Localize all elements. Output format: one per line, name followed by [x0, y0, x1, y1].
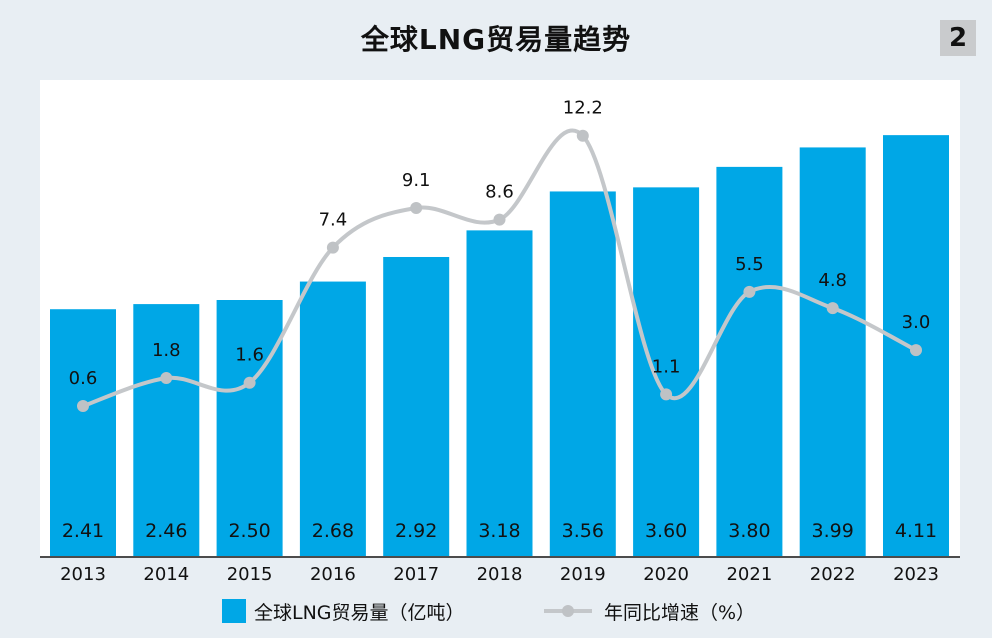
- growth-value-label-2022: 4.8: [818, 270, 847, 291]
- x-axis-tick-labels: 2013 2014 2015 2016 2017 2018 2019 2020 2021 2022…: [60, 564, 939, 585]
- bar-2015: [216, 300, 283, 556]
- legend-line-marker: [562, 605, 574, 617]
- growth-point-2019: [576, 129, 589, 142]
- x-tick-2021: 2021: [726, 564, 772, 585]
- bar-value-label-2013: 2.41: [62, 520, 104, 542]
- markers-layer: [77, 129, 922, 413]
- bar-value-label-2017: 2.92: [395, 520, 437, 542]
- growth-point-2014: [160, 372, 173, 385]
- growth-value-label-2021: 5.5: [735, 254, 764, 275]
- bar-2020: [633, 187, 700, 557]
- legend-bars-label: 全球LNG贸易量（亿吨）: [254, 601, 465, 624]
- growth-point-2023: [910, 344, 922, 357]
- line-labels-layer: 0.6 1.8 1.6 7.4 9.1 8.6 12.2 1.1 5.5 4.8 3.0: [69, 98, 931, 389]
- growth-value-label-2013: 0.6: [69, 368, 98, 389]
- growth-point-2021: [743, 285, 756, 298]
- growth-point-2015: [243, 376, 256, 389]
- legend: 全球LNG贸易量（亿吨） 年同比增速（%）: [0, 596, 992, 626]
- bar-value-label-2014: 2.46: [145, 520, 187, 542]
- bar-2014: [133, 304, 200, 556]
- bar-2019: [549, 191, 616, 556]
- growth-point-2022: [826, 302, 839, 315]
- growth-value-label-2017: 9.1: [402, 170, 431, 191]
- chart-title: 全球LNG贸易量趋势: [360, 23, 632, 56]
- bar-value-label-2019: 3.56: [562, 520, 604, 542]
- growth-point-2016: [326, 241, 339, 254]
- growth-value-label-2015: 1.6: [235, 345, 264, 366]
- bar-2017: [383, 256, 450, 556]
- growth-value-label-2023: 3.0: [902, 312, 931, 333]
- growth-value-label-2016: 7.4: [319, 210, 348, 231]
- x-tick-2018: 2018: [477, 564, 523, 585]
- growth-value-label-2018: 8.6: [485, 182, 514, 203]
- legend-item-growth-rate: 年同比增速（%）: [542, 596, 755, 626]
- bar-2021: [716, 166, 783, 556]
- bar-value-label-2023: 4.11: [895, 520, 937, 542]
- bar-value-label-2015: 2.50: [228, 520, 270, 542]
- bar-2016: [299, 281, 366, 556]
- legend-line-label: 年同比增速（%）: [604, 601, 756, 624]
- bar-labels-layer: 2.41 2.46 2.50 2.68 2.92 3.18 3.56 3.60 3.80 3.99…: [62, 520, 937, 542]
- bar-value-label-2016: 2.68: [312, 520, 354, 542]
- bar-value-label-2021: 3.80: [728, 520, 770, 542]
- x-tick-2016: 2016: [310, 564, 356, 585]
- bar-2022: [799, 147, 866, 556]
- legend-bar-swatch: [222, 599, 246, 623]
- x-tick-2017: 2017: [393, 564, 439, 585]
- x-tick-2015: 2015: [227, 564, 273, 585]
- bar-2013: [50, 309, 116, 556]
- growth-point-2017: [410, 201, 423, 214]
- bar-value-label-2022: 3.99: [812, 520, 854, 542]
- bar-value-label-2018: 3.18: [478, 520, 520, 542]
- legend-item-trade-volume: 全球LNG贸易量（亿吨）: [222, 596, 465, 626]
- growth-value-label-2014: 1.8: [152, 340, 181, 361]
- figure-number-badge: 2: [940, 20, 976, 56]
- growth-value-label-2020: 1.1: [652, 356, 681, 377]
- x-tick-2020: 2020: [643, 564, 689, 585]
- growth-point-2013: [77, 400, 89, 413]
- bar-2018: [466, 230, 533, 557]
- growth-value-label-2019: 12.2: [563, 98, 603, 119]
- x-tick-2013: 2013: [60, 564, 106, 585]
- growth-point-2018: [493, 213, 506, 226]
- legend-line-swatch: [544, 605, 592, 617]
- bars-layer: [50, 135, 949, 557]
- x-tick-2019: 2019: [560, 564, 606, 585]
- bar-value-label-2020: 3.60: [645, 520, 687, 542]
- x-tick-2022: 2022: [810, 564, 856, 585]
- x-tick-2014: 2014: [143, 564, 189, 585]
- growth-point-2020: [660, 388, 673, 401]
- x-tick-2023: 2023: [893, 564, 939, 585]
